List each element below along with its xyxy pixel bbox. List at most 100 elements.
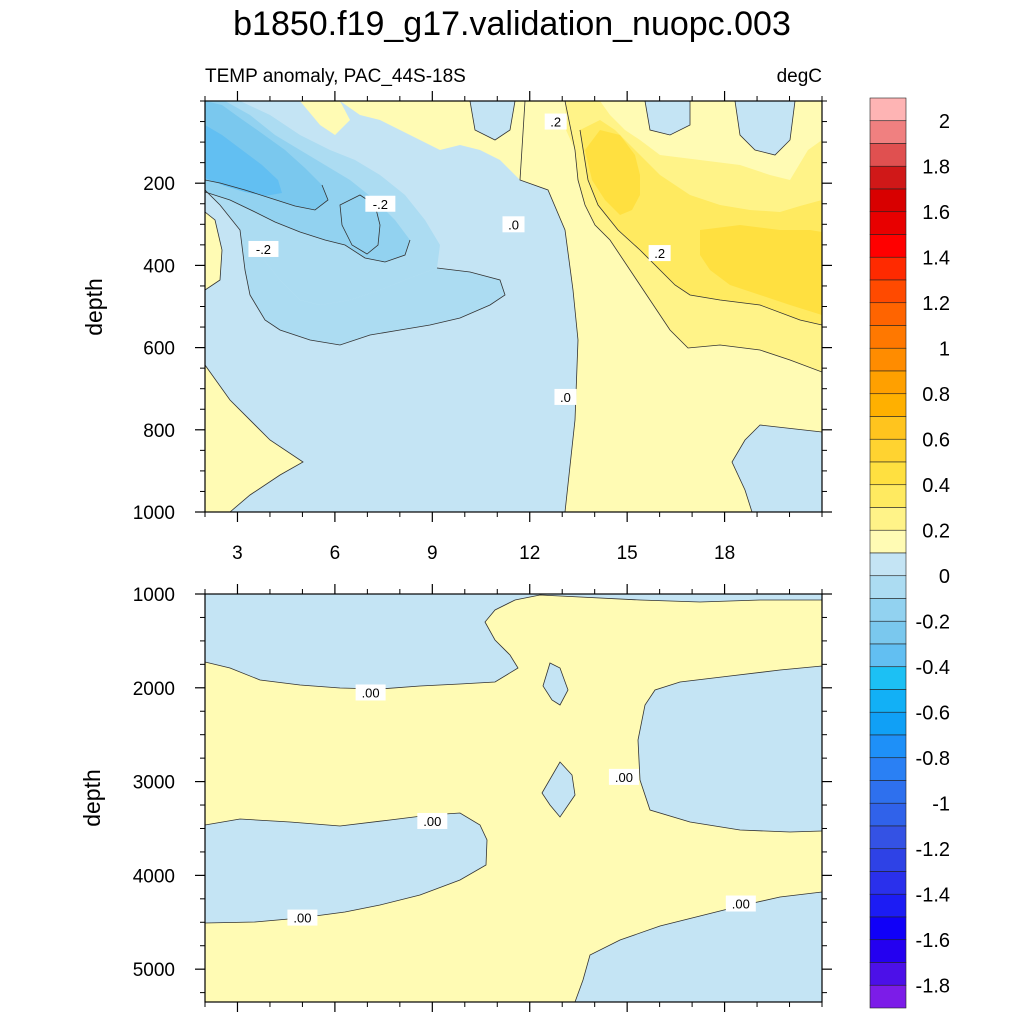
colorbar-box bbox=[869, 620, 907, 645]
fill-neg0-right-block bbox=[638, 666, 822, 832]
contour-label-bg bbox=[287, 909, 318, 926]
fill-pos3-core bbox=[585, 130, 640, 215]
lower-contour-labels: .00 .00 .00 .00 .00 bbox=[287, 684, 756, 926]
colorbar-label: 0.2 bbox=[922, 520, 950, 542]
colorbar-box bbox=[869, 529, 907, 554]
colorbar-box bbox=[869, 643, 907, 668]
y-tick-label: 400 bbox=[143, 256, 175, 277]
colorbar-box bbox=[869, 893, 907, 918]
subtitle-left: TEMP anomaly, PAC_44S-18S bbox=[205, 66, 466, 87]
colorbar-box bbox=[869, 416, 907, 440]
contour-label: .2 bbox=[550, 115, 561, 130]
colorbar-label: -0.2 bbox=[916, 611, 950, 633]
fill-neg0-top-islands-3 bbox=[735, 101, 795, 155]
colorbar-box bbox=[869, 734, 907, 759]
contour-label-bg bbox=[725, 895, 756, 912]
y-tick-label: 1000 bbox=[133, 585, 175, 606]
contour-label: .0 bbox=[508, 217, 519, 232]
colorbar-label: -0.6 bbox=[916, 702, 950, 724]
colorbar-label: -1.8 bbox=[916, 975, 950, 997]
colorbar-box bbox=[869, 143, 907, 167]
colorbar-box bbox=[869, 848, 907, 872]
colorbar-box bbox=[869, 598, 907, 622]
colorbar-box bbox=[869, 120, 907, 144]
colorbar bbox=[869, 97, 907, 1009]
colorbar-box bbox=[869, 347, 907, 372]
upper-panel: 3 6 9 12 15 18 200 400 600 800 1000 depth -.2 -.2 .0… bbox=[81, 91, 832, 564]
lower-panel: 1000 2000 3000 4000 5000 depth .00 .00 .00 .00.… bbox=[79, 584, 832, 1012]
colorbar-box bbox=[869, 689, 907, 713]
fill-pos0-bottomleft bbox=[205, 365, 303, 512]
contour-label: .00 bbox=[732, 897, 750, 912]
subtitle-right: degC bbox=[777, 66, 822, 87]
colorbar-label: -0.4 bbox=[916, 657, 950, 679]
contour-label-bg bbox=[554, 388, 577, 405]
x-tick-label: 15 bbox=[617, 543, 638, 564]
colorbar-box bbox=[869, 165, 907, 190]
colorbar-label: 2 bbox=[939, 111, 950, 133]
lower-axis-ticks: 1000 2000 3000 4000 5000 bbox=[133, 584, 832, 1012]
colorbar-label: -2 bbox=[932, 1021, 950, 1024]
colorbar-box bbox=[869, 871, 907, 895]
fill-neg0-bottomright bbox=[732, 425, 822, 512]
y-tick-label: 3000 bbox=[133, 773, 175, 794]
contour-label: .2 bbox=[654, 246, 665, 261]
colorbar-box bbox=[869, 939, 907, 963]
colorbar-label: 1.4 bbox=[922, 247, 950, 269]
colorbar-box bbox=[869, 279, 907, 304]
x-tick-label: 9 bbox=[427, 543, 438, 564]
colorbar-box bbox=[869, 711, 907, 736]
colorbar-box bbox=[869, 188, 907, 213]
y-tick-label: 4000 bbox=[133, 866, 175, 887]
colorbar-label: 1.2 bbox=[922, 293, 950, 315]
fill-neg0-island-b bbox=[542, 762, 575, 817]
contour-label-bg bbox=[648, 245, 671, 262]
chart-title: b1850.f19_g17.validation_nuopc.003 bbox=[233, 5, 791, 43]
colorbar-box bbox=[869, 97, 907, 122]
contour-label: -.2 bbox=[373, 197, 388, 212]
fill-neg0-top-band bbox=[205, 594, 822, 689]
fill-pos3-right bbox=[700, 225, 822, 315]
lower-plot-frame bbox=[204, 593, 823, 1003]
colorbar-box bbox=[869, 575, 907, 599]
colorbar-box bbox=[869, 302, 907, 326]
contour-label-bg bbox=[608, 768, 639, 785]
colorbar-box bbox=[869, 962, 907, 986]
colorbar-box bbox=[869, 484, 907, 508]
y-tick-label: 600 bbox=[143, 339, 175, 360]
y-tick-label: 800 bbox=[143, 421, 175, 442]
y-tick-label: 200 bbox=[143, 174, 175, 195]
colorbar-label: -1.4 bbox=[916, 884, 950, 906]
colorbar-box bbox=[869, 370, 907, 395]
x-tick-label: 18 bbox=[714, 543, 735, 564]
colorbar-label: -1.2 bbox=[916, 839, 950, 861]
contour-label-bg bbox=[355, 684, 386, 701]
x-tick-label: 12 bbox=[519, 543, 540, 564]
colorbar-label: 1.6 bbox=[922, 202, 950, 224]
contour-label-bg bbox=[248, 240, 279, 257]
colorbar-box bbox=[869, 211, 907, 235]
colorbar-box bbox=[869, 325, 907, 349]
colorbar-label: 1 bbox=[939, 338, 950, 360]
colorbar-box bbox=[869, 666, 907, 690]
colorbar-labels: 2 1.8 1.6 1.4 1.2 1 0.8 0.6 0.4 0.2 0 -0.2 -0.4 -0.6 -… bbox=[916, 111, 950, 1024]
colorbar-label: -1.6 bbox=[916, 930, 950, 952]
colorbar-box bbox=[869, 438, 907, 463]
y-tick-label: 5000 bbox=[133, 960, 175, 981]
contour-label: .00 bbox=[423, 814, 441, 829]
y-tick-label: 2000 bbox=[133, 679, 175, 700]
upper-contour-labels: -.2 -.2 .0 .2 .2 .0 bbox=[248, 113, 671, 405]
contour-label: .0 bbox=[560, 390, 571, 405]
fill-neg1-lower bbox=[240, 230, 505, 345]
colorbar-label: 1.8 bbox=[922, 156, 950, 178]
contour-label-bg bbox=[502, 216, 525, 233]
colorbar-box bbox=[869, 825, 907, 850]
colorbar-box bbox=[869, 507, 907, 531]
lower-y-axis-label: depth bbox=[79, 769, 105, 827]
colorbar-box bbox=[869, 461, 907, 486]
contour-label: .00 bbox=[293, 911, 311, 926]
colorbar-box bbox=[869, 393, 907, 417]
colorbar-box bbox=[869, 984, 907, 1009]
upper-axis-ticks: 3 6 9 12 15 18 200 400 600 800 1000 bbox=[133, 91, 832, 564]
